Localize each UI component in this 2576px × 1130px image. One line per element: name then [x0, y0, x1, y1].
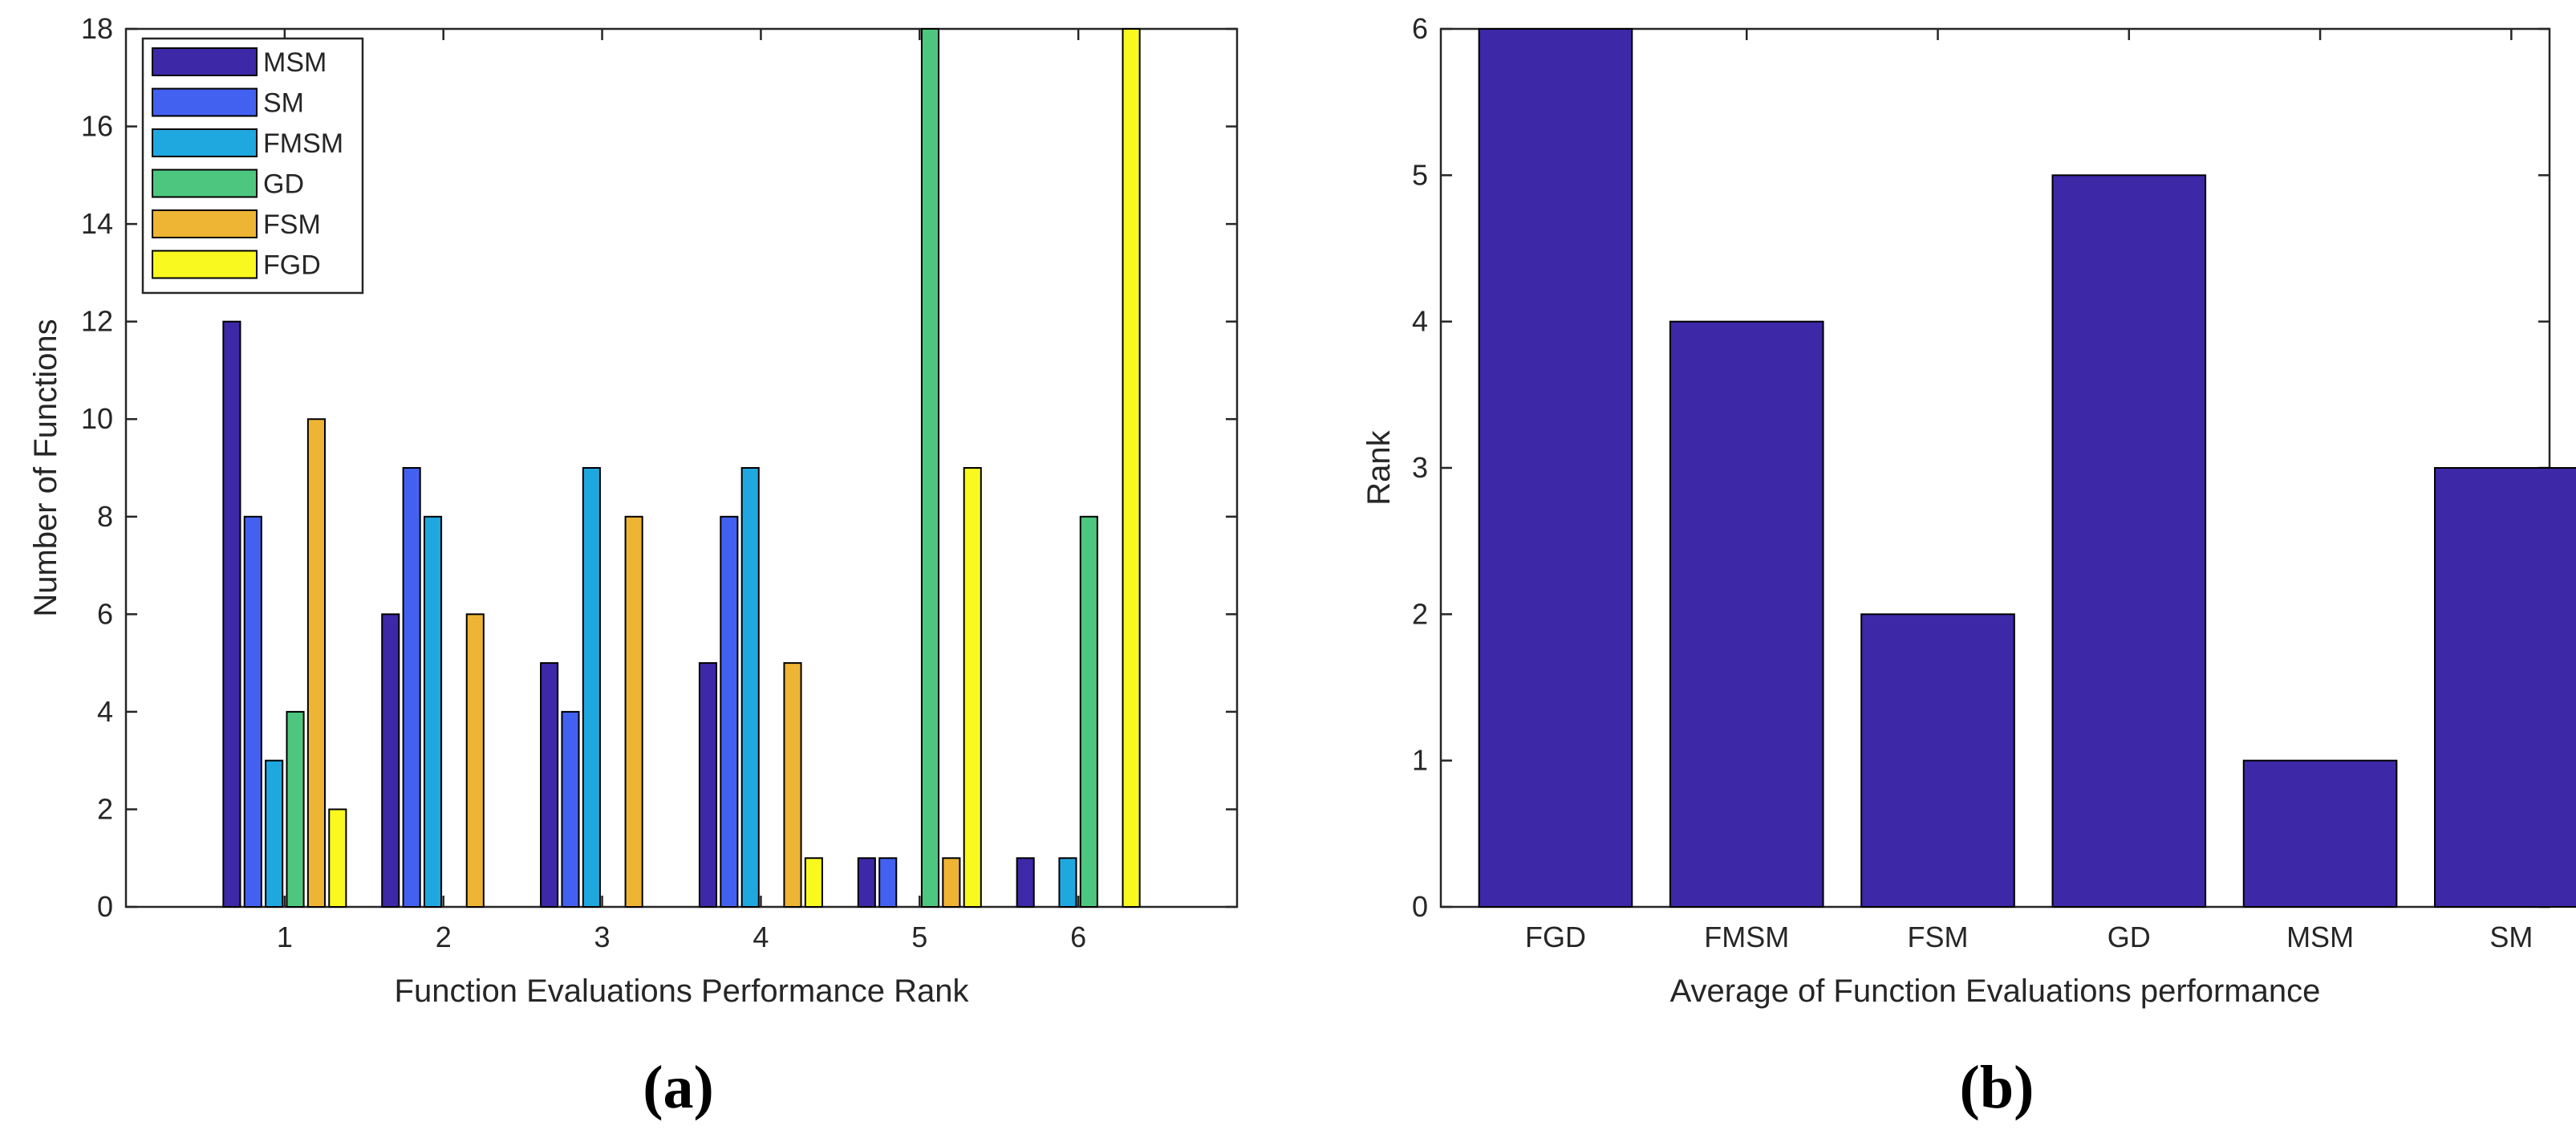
bar-fsm: [1860, 613, 2015, 908]
bar-fgd-rank-4: [804, 857, 823, 908]
y-tick-label: 12: [81, 305, 113, 338]
legend-swatch-fmsm: [152, 128, 258, 157]
bar-sm: [2434, 467, 2576, 908]
chart-b: 0 1 2 3 4 5 6 FGD FMSM FSM GD MSM SM Average of Fun…: [1361, 12, 2576, 1121]
chart-a-panel-label: (a): [643, 1054, 714, 1121]
y-tick-label: 4: [1412, 305, 1428, 338]
y-tick-label: 6: [97, 597, 113, 630]
y-tick-label: 0: [97, 890, 113, 923]
y-tick-label: 18: [81, 12, 113, 45]
bar-msm-rank-5: [857, 857, 876, 908]
bar-gd-rank-6: [1079, 515, 1098, 908]
bar-fsm-rank-4: [783, 662, 802, 908]
bar-fgd-rank-1: [328, 808, 347, 908]
y-tick-label: 0: [1412, 890, 1428, 923]
chart-a-bars: [222, 28, 1141, 908]
bar-fsm-rank-5: [942, 857, 961, 908]
x-tick-label: 1: [277, 921, 293, 953]
bar-sm-rank-3: [561, 710, 580, 908]
bar-msm-rank-2: [381, 613, 400, 908]
x-tick-label: FMSM: [1704, 921, 1789, 953]
bar-fgd-rank-6: [1122, 28, 1141, 908]
bar-fmsm-rank-6: [1058, 857, 1077, 908]
legend-swatch-gd: [152, 169, 258, 198]
chart-b-panel-label: (b): [1960, 1054, 2034, 1121]
bar-fsm-rank-2: [465, 613, 485, 908]
chart-a-plot-frame: [124, 27, 1239, 908]
bar-gd-rank-5: [920, 28, 940, 908]
x-tick-label: 3: [594, 921, 611, 953]
bar-sm-rank-4: [720, 515, 739, 908]
x-tick-label: FGD: [1525, 921, 1586, 953]
bar-msm-rank-4: [698, 662, 718, 908]
chart-b-x-axis-label: Average of Function Evaluations performa…: [1670, 974, 2321, 1009]
legend-label-fmsm: FMSM: [263, 128, 343, 159]
bar-fmsm-rank-2: [423, 515, 443, 908]
bar-fsm-rank-1: [306, 418, 326, 908]
bar-gd: [2051, 174, 2207, 908]
y-tick-label: 10: [81, 402, 113, 435]
legend-swatch-fsm: [152, 209, 258, 238]
chart-b-x-tick-labels: FGD FMSM FSM GD MSM SM: [1525, 921, 2533, 953]
y-tick-label: 14: [81, 207, 113, 240]
chart-a-x-axis-label: Function Evaluations Performance Rank: [395, 974, 970, 1009]
y-tick-label: 1: [1412, 744, 1428, 777]
bar-fmsm: [1669, 320, 1824, 908]
bar-fmsm-rank-3: [582, 467, 601, 908]
bar-fgd-rank-5: [963, 467, 982, 908]
bar-fmsm-rank-4: [740, 467, 760, 908]
chart-a-ticks: [126, 27, 1237, 908]
y-tick-label: 2: [1412, 597, 1428, 630]
x-tick-label: MSM: [2286, 921, 2354, 953]
y-tick-label: 16: [81, 110, 113, 143]
y-tick-label: 8: [97, 500, 113, 533]
bar-fsm-rank-3: [624, 515, 643, 908]
y-tick-label: 3: [1412, 451, 1428, 484]
bar-gd-rank-1: [286, 710, 305, 908]
legend-label-fsm: FSM: [263, 209, 321, 240]
legend-label-sm: SM: [263, 88, 304, 119]
bar-msm-rank-6: [1016, 857, 1035, 908]
chart-a-y-tick-labels: 0 2 4 6 8 10 12 14 16 18: [81, 12, 113, 923]
y-tick-label: 4: [97, 695, 113, 728]
chart-a-legend: MSM SM FMSM GD FSM FGD: [141, 37, 364, 295]
x-tick-label: 2: [436, 921, 452, 953]
y-tick-label: 5: [1412, 158, 1428, 191]
y-tick-label: 6: [1412, 12, 1428, 45]
chart-a-x-tick-labels: 1 2 3 4 5 6: [277, 921, 1086, 953]
legend-swatch-sm: [152, 87, 258, 117]
legend-label-gd: GD: [263, 169, 304, 200]
bar-sm-rank-1: [243, 515, 262, 908]
bar-msm: [2242, 759, 2398, 908]
x-tick-label: SM: [2489, 921, 2533, 953]
bar-fgd: [1478, 28, 1633, 908]
legend-swatch-msm: [152, 47, 258, 76]
bar-msm-rank-3: [540, 662, 559, 908]
bar-sm-rank-5: [878, 857, 898, 908]
x-tick-label: 5: [911, 921, 927, 953]
x-tick-label: 4: [753, 921, 769, 953]
legend-swatch-fgd: [152, 250, 258, 279]
chart-a-y-axis-label: Number of Functions: [28, 319, 63, 616]
bar-sm-rank-2: [402, 467, 421, 908]
chart-b-bars: [1478, 28, 2576, 908]
legend-label-fgd: FGD: [263, 250, 321, 281]
chart-b-y-tick-labels: 0 1 2 3 4 5 6: [1412, 12, 1428, 923]
bar-msm-rank-1: [222, 320, 241, 908]
y-tick-label: 2: [97, 792, 113, 825]
x-tick-label: GD: [2107, 921, 2151, 953]
legend-label-msm: MSM: [263, 47, 327, 78]
x-tick-label: FSM: [1908, 921, 1969, 953]
x-tick-label: 6: [1070, 921, 1086, 953]
bar-fmsm-rank-1: [265, 759, 284, 908]
chart-b-y-axis-label: Rank: [1361, 429, 1397, 505]
